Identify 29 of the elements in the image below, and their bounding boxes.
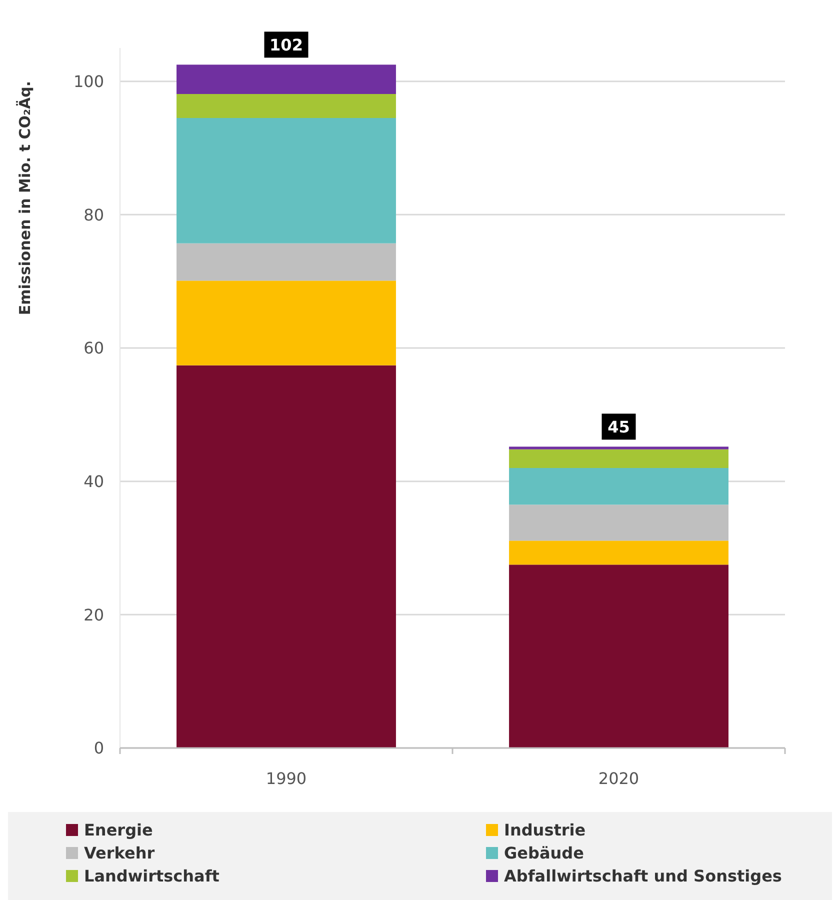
y-axis-title: Emissionen in Mio. t CO₂Äq. [16, 80, 34, 316]
bar [176, 243, 396, 281]
bar [509, 540, 728, 565]
legend-label: Verkehr [84, 844, 155, 863]
x-tick-label: 1990 [266, 769, 307, 788]
bar [509, 504, 728, 541]
total-label: 45 [608, 417, 630, 436]
total-label: 102 [270, 35, 303, 54]
bar [176, 365, 396, 748]
bar [176, 280, 396, 366]
x-tick-label: 2020 [598, 769, 640, 788]
bar [509, 564, 728, 748]
y-tick-label: 100 [73, 72, 104, 91]
bar [509, 449, 728, 468]
legend-label: Landwirtschaft [84, 866, 220, 886]
bar [509, 468, 728, 505]
bar [176, 118, 396, 244]
y-tick-label: 20 [84, 605, 104, 624]
y-tick-label: 0 [94, 738, 104, 758]
legend-label: Gebäude [504, 844, 584, 863]
legend-label: Industrie [504, 820, 586, 840]
bar [509, 446, 728, 450]
bar [176, 64, 396, 94]
legend-label: Abfallwirtschaft und Sonstiges [504, 866, 782, 886]
y-tick-label: 40 [84, 472, 104, 491]
legend-label: Energie [84, 820, 153, 840]
bar [176, 94, 396, 118]
y-tick-label: 60 [84, 338, 104, 358]
y-tick-label: 80 [84, 205, 104, 224]
